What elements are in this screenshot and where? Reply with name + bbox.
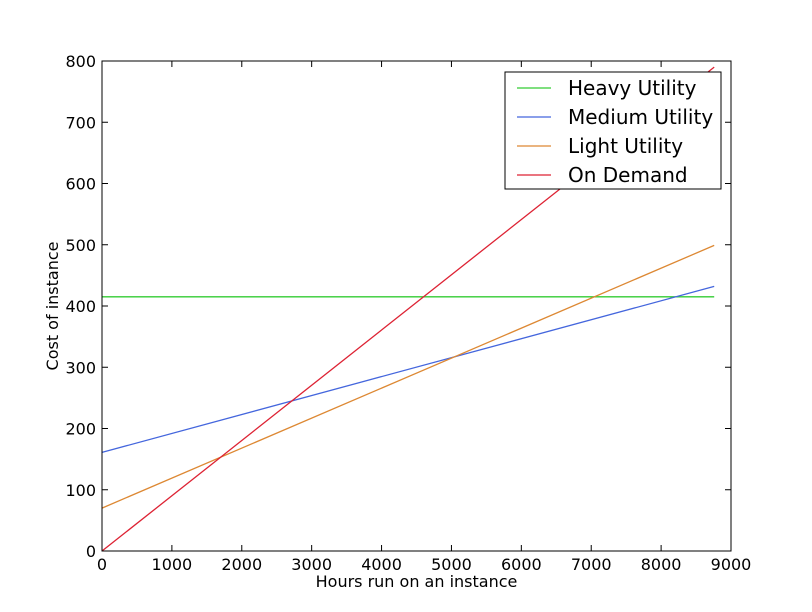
y-tick-label: 600 bbox=[65, 175, 96, 194]
y-tick-label: 300 bbox=[65, 358, 96, 377]
y-axis-label: Cost of instance bbox=[43, 242, 62, 371]
axis-ticks: 0 1000 2000 3000 4000 5000 6000 7000 8000 9000 0 10… bbox=[65, 52, 751, 574]
legend-label: Heavy Utility bbox=[568, 76, 697, 100]
legend-label: Light Utility bbox=[568, 134, 683, 158]
x-tick-label: 8000 bbox=[641, 555, 682, 574]
y-tick-label: 700 bbox=[65, 113, 96, 132]
y-tick-label: 200 bbox=[65, 420, 96, 439]
series-line-medium-utility bbox=[101, 285, 715, 454]
y-tick-label: 0 bbox=[86, 542, 96, 561]
y-tick-label: 100 bbox=[65, 481, 96, 500]
x-tick-label: 6000 bbox=[501, 555, 542, 574]
x-tick-label: 5000 bbox=[431, 555, 472, 574]
x-axis-label: Hours run on an instance bbox=[316, 572, 518, 591]
legend-box bbox=[504, 71, 722, 190]
y-tick-label: 500 bbox=[65, 236, 96, 255]
legend-label: Medium Utility bbox=[568, 105, 713, 129]
legend: Heavy Utility Medium Utility Light Utility… bbox=[504, 71, 722, 190]
x-tick-label: 4000 bbox=[361, 555, 402, 574]
x-tick-label: 1000 bbox=[152, 555, 193, 574]
y-tick-label: 800 bbox=[65, 52, 96, 71]
series-line-light-utility bbox=[101, 244, 715, 509]
y-tick-label: 400 bbox=[65, 297, 96, 316]
x-tick-label: 9000 bbox=[711, 555, 752, 574]
legend-label: On Demand bbox=[568, 163, 688, 187]
x-tick-label: 2000 bbox=[221, 555, 262, 574]
x-tick-label: 3000 bbox=[291, 555, 332, 574]
x-tick-label: 0 bbox=[97, 555, 107, 574]
x-tick-label: 7000 bbox=[571, 555, 612, 574]
